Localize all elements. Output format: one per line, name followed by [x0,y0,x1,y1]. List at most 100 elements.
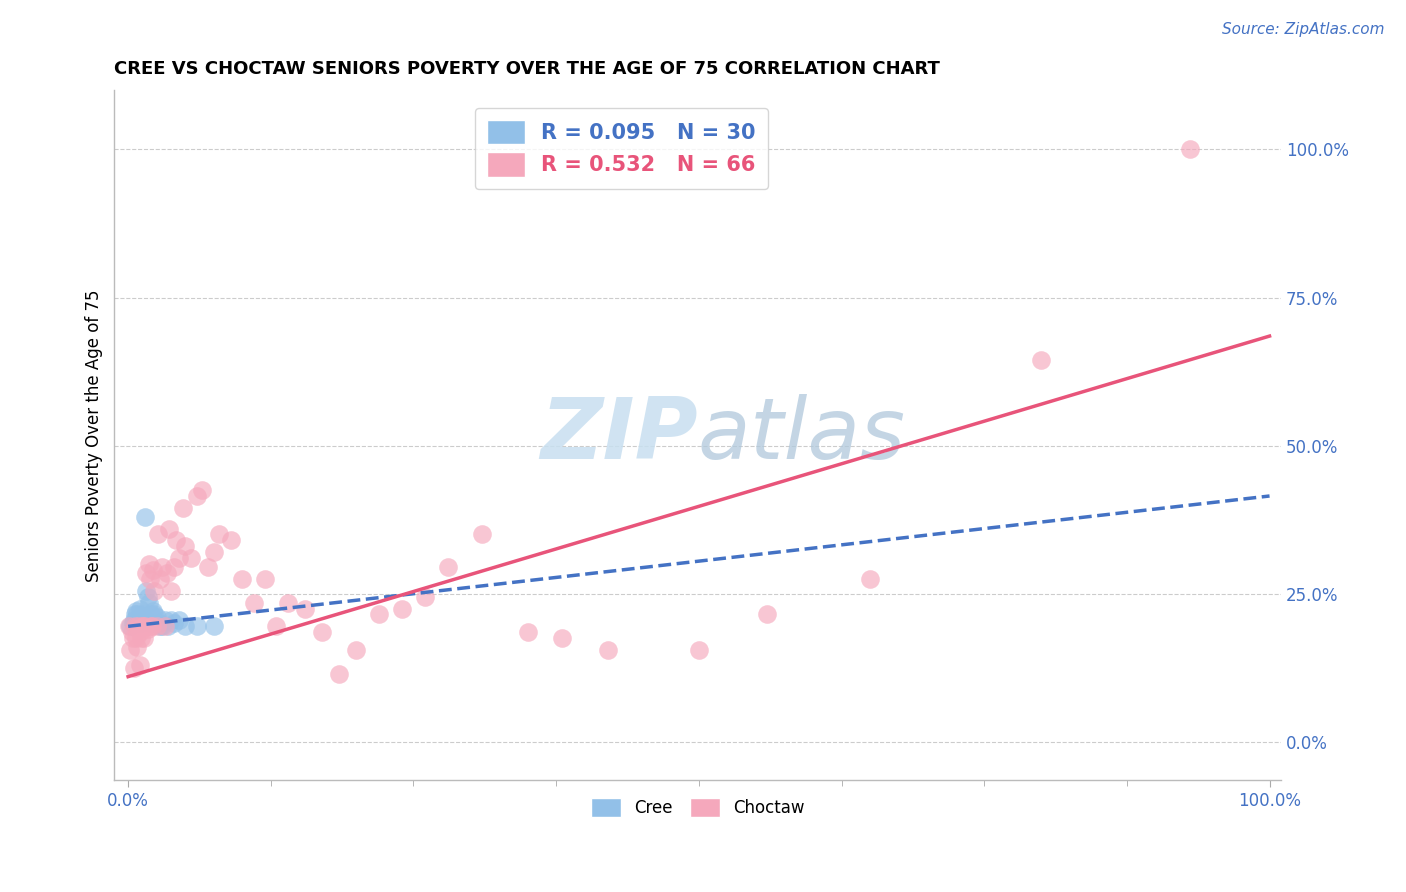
Point [124,619,146,633]
Point [277,596,299,610]
Point [142,605,165,619]
Point [156,566,179,580]
Point [191,483,214,497]
Point [145,619,167,633]
Point [163,616,186,631]
Point [143,583,166,598]
Point [121,631,143,645]
Point [551,631,574,645]
Point [139,572,162,586]
Point [1178,143,1201,157]
Point [131,607,153,622]
Point [134,509,156,524]
Point [172,500,194,515]
Point [146,527,169,541]
Point [121,616,143,631]
Point [136,622,159,636]
Legend: Cree, Choctaw: Cree, Choctaw [585,791,811,823]
Point [186,619,208,633]
Point [266,619,288,633]
Point [157,522,180,536]
Point [163,560,186,574]
Point [174,539,197,553]
Point [122,661,145,675]
Point [150,619,173,633]
Point [294,601,316,615]
Point [135,566,157,580]
Point [142,563,165,577]
Point [180,551,202,566]
Point [160,583,183,598]
Point [138,557,160,571]
Point [127,640,149,654]
Point [127,619,149,633]
Point [165,533,187,548]
Point [149,572,172,586]
Point [124,607,146,622]
Point [121,625,143,640]
Point [134,619,156,633]
Text: Source: ZipAtlas.com: Source: ZipAtlas.com [1222,22,1385,37]
Point [132,610,155,624]
Point [153,613,176,627]
Point [688,643,710,657]
Point [413,590,436,604]
Point [149,619,172,633]
Point [143,607,166,622]
Point [368,607,391,622]
Point [859,572,882,586]
Point [160,613,183,627]
Point [148,616,170,631]
Point [344,643,367,657]
Point [328,666,350,681]
Point [471,527,494,541]
Point [254,572,277,586]
Text: ZIP: ZIP [540,393,697,477]
Point [122,613,145,627]
Point [145,610,167,624]
Point [127,607,149,622]
Point [138,596,160,610]
Point [132,619,155,633]
Point [202,545,225,559]
Point [174,619,197,633]
Point [125,605,148,619]
Point [120,643,142,657]
Point [197,560,219,574]
Point [128,657,150,672]
Point [129,631,152,645]
Point [118,619,141,633]
Point [139,607,162,622]
Point [219,533,242,548]
Point [132,631,155,645]
Point [139,619,162,633]
Point [150,560,173,574]
Point [139,616,162,631]
Point [202,619,225,633]
Point [128,616,150,631]
Point [153,619,176,633]
Point [186,489,208,503]
Point [128,625,150,640]
Point [125,631,148,645]
Point [131,619,153,633]
Text: CREE VS CHOCTAW SENIORS POVERTY OVER THE AGE OF 75 CORRELATION CHART: CREE VS CHOCTAW SENIORS POVERTY OVER THE… [114,60,941,78]
Point [311,625,333,640]
Point [157,619,180,633]
Y-axis label: Seniors Poverty Over the Age of 75: Seniors Poverty Over the Age of 75 [86,289,103,582]
Point [242,596,264,610]
Point [135,583,157,598]
Point [169,613,191,627]
Point [596,643,619,657]
Point [756,607,779,622]
Point [120,619,142,633]
Point [208,527,231,541]
Text: atlas: atlas [697,393,905,477]
Point [391,601,413,615]
Point [128,601,150,615]
Point [169,551,191,566]
Point [436,560,458,574]
Point [231,572,253,586]
Point [516,625,538,640]
Point [136,590,159,604]
